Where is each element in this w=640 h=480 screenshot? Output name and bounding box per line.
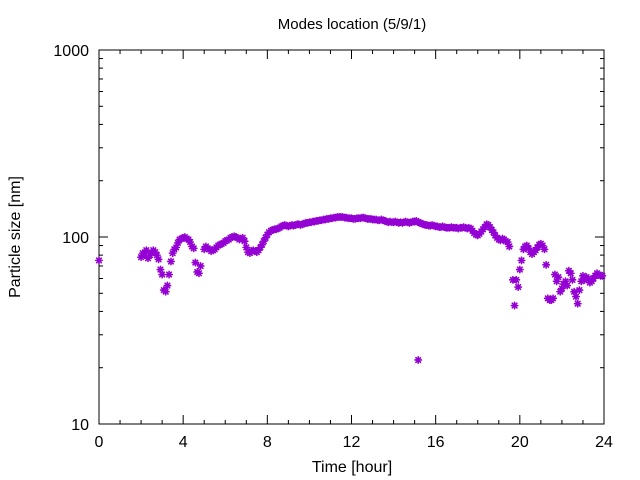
- x-tick-label: 12: [343, 434, 361, 451]
- data-point: [514, 283, 523, 292]
- data-point: [515, 265, 524, 274]
- y-tick-label: 10: [71, 417, 89, 434]
- data-point: [191, 258, 200, 267]
- data-point: [189, 244, 198, 253]
- data-point: [552, 277, 561, 286]
- data-point: [154, 255, 163, 264]
- data-point: [512, 275, 521, 284]
- data-point: [598, 271, 607, 280]
- x-tick-label: 16: [427, 434, 445, 451]
- data-point: [510, 301, 519, 310]
- data-point: [554, 273, 563, 282]
- data-point: [95, 256, 103, 265]
- data-point: [194, 269, 203, 278]
- data-point: [163, 281, 172, 290]
- data-point: [572, 292, 581, 301]
- data-point: [575, 286, 584, 295]
- data-point: [573, 299, 582, 308]
- y-tick-label: 1000: [53, 43, 89, 60]
- data-point: [540, 245, 549, 254]
- data-points: [95, 212, 607, 364]
- data-point: [542, 260, 551, 269]
- x-tick-label: 20: [511, 434, 529, 451]
- data-point: [240, 237, 249, 246]
- data-point: [165, 270, 174, 279]
- y-tick-label: 100: [62, 230, 89, 247]
- x-axis-label: Time [hour]: [312, 459, 392, 476]
- x-tick-label: 24: [595, 434, 613, 451]
- data-point: [568, 275, 577, 284]
- data-point: [414, 355, 423, 364]
- data-point: [161, 287, 170, 296]
- data-point: [563, 281, 572, 290]
- chart-title: Modes location (5/9/1): [278, 16, 426, 33]
- data-point: [142, 246, 151, 255]
- data-point: [166, 257, 175, 266]
- y-axis-label: Particle size [nm]: [7, 176, 24, 298]
- data-point: [517, 256, 526, 265]
- x-tick-label: 4: [179, 434, 188, 451]
- data-point: [566, 269, 575, 278]
- data-point: [158, 270, 167, 279]
- data-point: [549, 294, 558, 303]
- data-point: [196, 261, 205, 270]
- x-tick-label: 0: [95, 434, 104, 451]
- data-point: [505, 242, 514, 251]
- axes: 0 4 8 12 16 20 24 10 100 1000: [53, 43, 613, 451]
- x-tick-label: 8: [263, 434, 272, 451]
